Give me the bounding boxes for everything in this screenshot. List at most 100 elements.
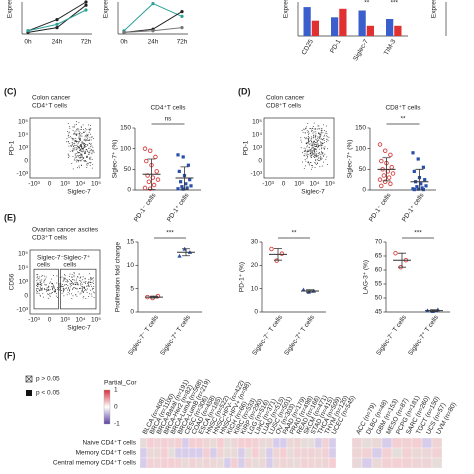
flow-event xyxy=(310,136,312,138)
y-tick-label: 55 xyxy=(375,281,383,288)
flow-event xyxy=(321,142,323,144)
flow-event xyxy=(76,129,78,131)
heat-cell xyxy=(237,437,246,449)
flow-event xyxy=(67,141,69,142)
flow-event xyxy=(84,145,85,146)
flow-event xyxy=(315,160,317,162)
flow-event xyxy=(36,282,38,284)
heat-cell xyxy=(174,457,183,469)
heat-cell xyxy=(244,447,253,459)
flow-event xyxy=(319,135,321,137)
flow-event xyxy=(78,152,80,154)
flow-event xyxy=(74,126,75,128)
flow-event xyxy=(314,150,316,152)
flow-event xyxy=(315,149,317,151)
flow-event xyxy=(36,285,37,286)
flow-event xyxy=(77,143,79,145)
flow-event xyxy=(52,289,53,291)
flow-event xyxy=(73,287,74,289)
flow-event xyxy=(84,146,86,148)
flow-event xyxy=(63,279,65,280)
flow-event xyxy=(68,155,70,157)
flow-event xyxy=(41,275,43,277)
flow-event xyxy=(67,123,69,125)
flow-event xyxy=(84,153,85,155)
heat-cell xyxy=(139,437,148,449)
flow-event xyxy=(88,283,90,285)
flow-event xyxy=(91,277,93,279)
flow-event xyxy=(325,132,327,134)
flow-event xyxy=(50,286,52,288)
flow-event xyxy=(87,137,88,139)
y-axis-label: PD-1 xyxy=(243,140,250,155)
flow-event xyxy=(63,289,65,291)
heat-cell xyxy=(371,457,383,469)
flow-event xyxy=(320,155,322,157)
y-axis-label: Expres xyxy=(283,0,290,18)
flow-event xyxy=(77,146,79,148)
flow-event xyxy=(322,143,324,144)
flow-event xyxy=(84,152,86,154)
flow-event xyxy=(54,288,55,290)
flow-event xyxy=(311,127,313,129)
point xyxy=(377,177,383,182)
flow-event xyxy=(87,144,89,146)
heat-cell xyxy=(160,457,169,469)
flow-event xyxy=(80,280,82,282)
heat-cell xyxy=(371,437,383,449)
x-tick-label: -10³ xyxy=(262,181,274,188)
flow-event xyxy=(86,133,88,135)
flow-title: CD4⁺T cells xyxy=(32,103,68,110)
flow-event xyxy=(310,145,312,147)
flow-event xyxy=(321,145,322,147)
panel-label: (C) xyxy=(4,86,17,96)
flow-event xyxy=(38,290,40,292)
flow-event xyxy=(311,154,313,156)
flow-event xyxy=(79,148,81,150)
flow-event xyxy=(63,278,65,280)
flow-event xyxy=(311,129,313,131)
flow-event xyxy=(36,280,38,282)
flow-event xyxy=(87,140,89,141)
flow-event xyxy=(85,160,87,162)
flow-event xyxy=(87,162,89,164)
y-tick-label: 10⁴ xyxy=(18,265,28,272)
flow-event xyxy=(44,278,46,280)
point xyxy=(416,187,420,191)
heat-cell xyxy=(265,437,274,449)
flow-event xyxy=(88,162,90,163)
flow-event xyxy=(93,283,94,284)
flow-event xyxy=(82,149,84,151)
flow-event xyxy=(316,162,318,164)
flow-event xyxy=(40,283,42,285)
point xyxy=(279,251,285,256)
flow-event xyxy=(322,132,324,134)
x-tick-label: Siglec-7⁺ T cells xyxy=(407,314,440,357)
plot-title: CD4⁺T cells xyxy=(150,105,186,112)
flow-event xyxy=(76,123,77,125)
x-tick-label: Siglec-7⁻ T cells xyxy=(127,314,160,357)
flow-event xyxy=(66,281,68,283)
flow-event xyxy=(63,277,65,279)
flow-event xyxy=(314,143,316,145)
point xyxy=(379,183,384,189)
flow-event xyxy=(72,147,74,149)
flow-event xyxy=(85,146,87,147)
flow-event xyxy=(307,149,309,151)
flow-event xyxy=(81,165,83,167)
flow-event xyxy=(316,155,318,157)
y-axis-label: Siglec-7⁺ (%) xyxy=(347,140,354,179)
flow-event xyxy=(82,287,84,289)
y-tick-label: 0 xyxy=(130,309,134,316)
bar xyxy=(331,17,339,36)
significance: ** xyxy=(291,230,297,237)
flow-event xyxy=(85,136,87,138)
flow-event xyxy=(81,283,83,285)
flow-event xyxy=(310,152,312,154)
flow-event xyxy=(315,142,316,143)
flow-event xyxy=(44,275,45,277)
flow-event xyxy=(37,276,39,278)
x-axis-label: Siglec-7 xyxy=(67,325,91,332)
heat-cell xyxy=(230,437,239,449)
flow-event xyxy=(77,291,79,293)
